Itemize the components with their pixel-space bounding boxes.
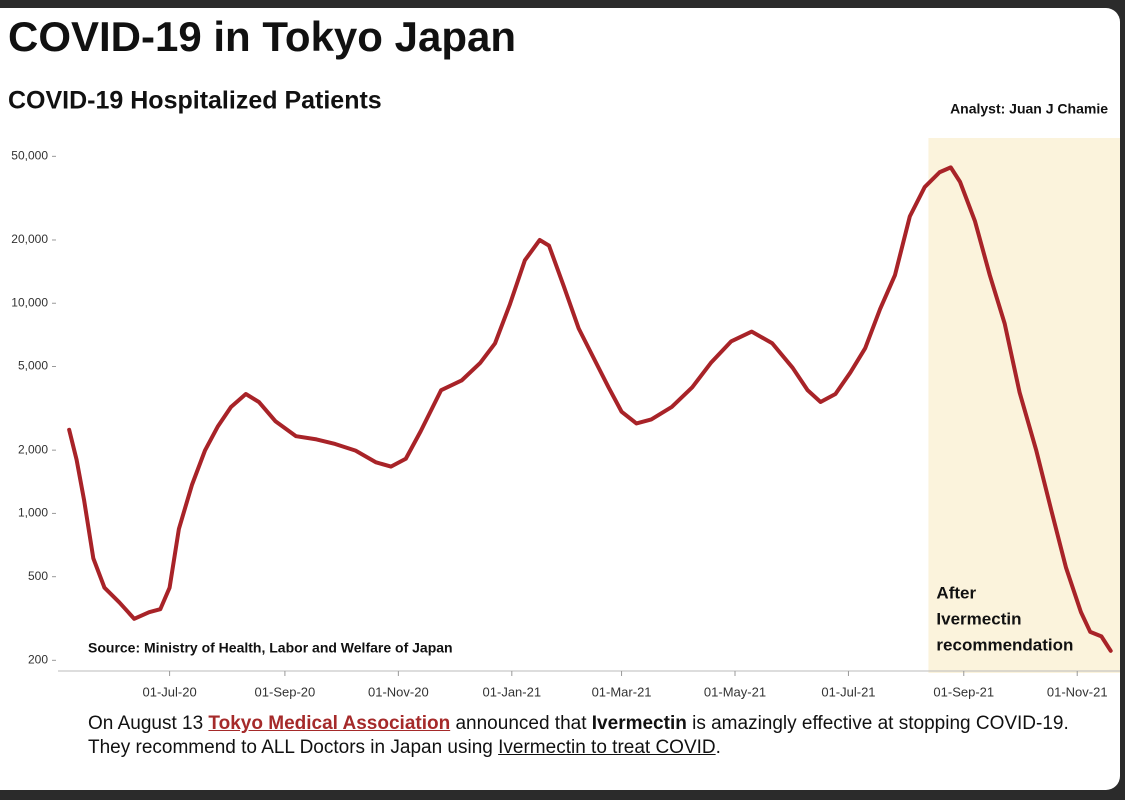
card: COVID-19 in Tokyo Japan COVID-19 Hospita… xyxy=(0,8,1120,790)
link[interactable]: Ivermectin to treat COVID xyxy=(498,737,716,758)
text: They recommend to ALL Doctors in Japan u… xyxy=(88,737,499,758)
annotation: recommendation xyxy=(936,635,1073,654)
y-tick-label: 20,000 xyxy=(11,232,48,246)
text: . xyxy=(715,737,721,758)
text: On August 13 xyxy=(88,713,209,734)
x-tick-label: 01-Jul-21 xyxy=(821,684,875,699)
x-tick-label: 01-Jan-21 xyxy=(483,684,542,699)
y-tick-label: 1,000 xyxy=(18,506,48,520)
x-tick-label: 01-May-21 xyxy=(704,684,766,699)
chart: COVID-19 in Tokyo Japan COVID-19 Hospita… xyxy=(8,13,1120,699)
annotation: Ivermectin xyxy=(936,609,1021,628)
text: is amazingly effective at stopping COVID… xyxy=(686,713,1069,734)
annotation: After xyxy=(936,583,976,602)
chart-title: COVID-19 in Tokyo Japan xyxy=(8,13,516,60)
x-tick-label: 01-Sep-21 xyxy=(933,684,994,699)
y-tick-label: 200 xyxy=(28,652,48,666)
y-tick-label: 5,000 xyxy=(18,359,48,373)
x-tick-label: 01-Nov-20 xyxy=(368,684,429,699)
y-tick-label: 10,000 xyxy=(11,295,48,309)
x-tick-label: 01-Nov-21 xyxy=(1047,684,1108,699)
x-tick-label: 01-Sep-20 xyxy=(255,684,316,699)
x-tick-label: 01-Mar-21 xyxy=(592,684,652,699)
text: announced that xyxy=(450,713,592,734)
y-tick-label: 500 xyxy=(28,569,48,583)
footer-line: They recommend to ALL Doctors in Japan u… xyxy=(88,736,1098,760)
x-tick-label: 01-Jul-20 xyxy=(142,684,196,699)
credit: Analyst: Juan J Chamie xyxy=(950,101,1108,117)
link[interactable]: Tokyo Medical Association xyxy=(208,713,451,734)
footer-line: On August 13 Tokyo Medical Association a… xyxy=(88,712,1098,736)
y-tick-label: 2,000 xyxy=(18,442,48,456)
data-line xyxy=(67,165,1113,653)
chart-subtitle: COVID-19 Hospitalized Patients xyxy=(8,87,382,115)
source: Source: Ministry of Health, Labor and We… xyxy=(88,640,453,656)
footer: On August 13 Tokyo Medical Association a… xyxy=(88,712,1098,760)
text: Ivermectin xyxy=(591,713,687,734)
y-tick-label: 50,000 xyxy=(11,149,48,163)
